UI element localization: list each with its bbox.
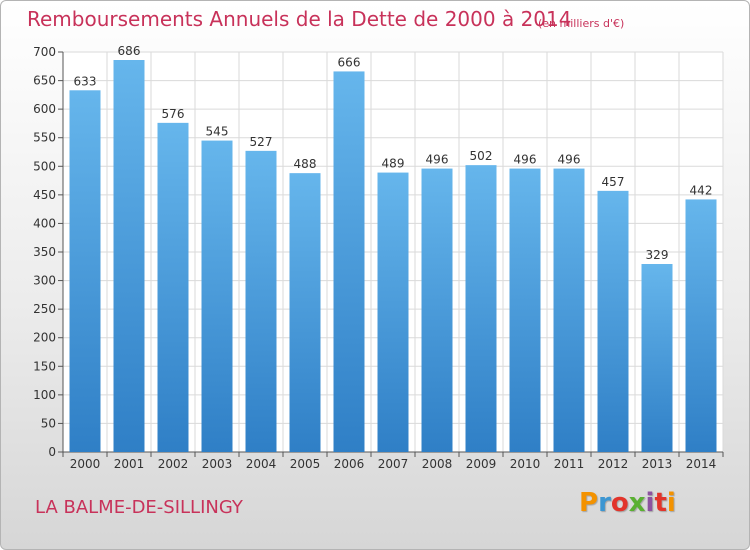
x-tick-label-2007: 2007 [378,457,409,471]
bar-2002 [157,122,189,452]
x-tick-label-2002: 2002 [158,457,189,471]
chart-title: Remboursements Annuels de la Dette de 20… [27,7,572,31]
y-tick-label: 500 [33,159,56,173]
logo-letter: t [654,488,667,518]
bar-2003 [201,140,233,453]
x-tick-label-2006: 2006 [334,457,365,471]
bar-2009 [465,165,497,452]
x-tick-label-2003: 2003 [202,457,233,471]
data-label-2013: 329 [646,248,669,262]
bar-2011 [553,168,585,453]
data-label-2007: 489 [382,157,405,171]
logo-letter: i [666,488,676,518]
bar-2006 [333,71,365,452]
y-tick-label: 700 [33,45,56,59]
bars [69,60,717,453]
x-tick-label-2000: 2000 [70,457,101,471]
data-label-2012: 457 [602,175,625,189]
bar-2008 [421,168,453,453]
data-label-2010: 496 [514,153,537,167]
logo-letter: r [598,488,611,518]
y-tick-label: 450 [33,188,56,202]
data-label-2002: 576 [162,107,185,121]
chart-unit-note: (en milliers d'€) [538,17,625,30]
data-label-2000: 633 [74,74,97,88]
data-labels: 633 686 576 545 527 488 666 489 496 502 496 496 457 3… [74,44,713,262]
y-tick-label: 350 [33,245,56,259]
y-tick-label: 300 [33,274,56,288]
bar-2013 [641,264,673,452]
data-label-2004: 527 [250,135,273,149]
logo-letter: P [579,488,599,518]
y-tick-label: 650 [33,74,56,88]
bar-2007 [377,172,409,453]
data-label-2003: 545 [206,125,229,139]
logo-letter: o [610,488,629,518]
data-label-2008: 496 [426,153,449,167]
x-tick-label-2004: 2004 [246,457,277,471]
data-label-2001: 686 [118,44,141,58]
x-tick-label-2010: 2010 [510,457,541,471]
data-label-2011: 496 [558,153,581,167]
data-label-2009: 502 [470,149,493,163]
logo-letter: x [628,488,646,518]
y-tick-label: 50 [41,416,56,430]
x-tick-label-2009: 2009 [466,457,497,471]
bar-2005 [289,173,321,452]
x-tick-label-2012: 2012 [598,457,629,471]
place-name: LA BALME-DE-SILLINGY [35,497,243,518]
x-tick-label-2011: 2011 [554,457,585,471]
x-tick-label-2005: 2005 [290,457,321,471]
bar-2014 [685,199,717,452]
proxiti-logo[interactable]: Proxiti [579,488,676,518]
y-tick-label: 100 [33,388,56,402]
x-tick-label-2014: 2014 [686,457,717,471]
y-tick-label: 150 [33,359,56,373]
y-tick-label: 550 [33,131,56,145]
data-label-2006: 666 [338,55,361,69]
y-tick-label: 600 [33,102,56,116]
bar-2010 [509,168,541,453]
y-tick-label: 250 [33,302,56,316]
bar-2012 [597,190,629,452]
bar-2000 [69,90,101,453]
x-tick-label-2008: 2008 [422,457,453,471]
data-label-2005: 488 [294,157,317,171]
data-label-2014: 442 [690,183,713,197]
x-tick-label-2013: 2013 [642,457,673,471]
y-tick-label: 400 [33,216,56,230]
x-tick-label-2001: 2001 [114,457,145,471]
bar-2004 [245,150,277,452]
y-tick-label: 0 [48,445,56,459]
bar-2001 [113,60,145,452]
y-tick-label: 200 [33,331,56,345]
logo-letter: i [645,488,655,518]
